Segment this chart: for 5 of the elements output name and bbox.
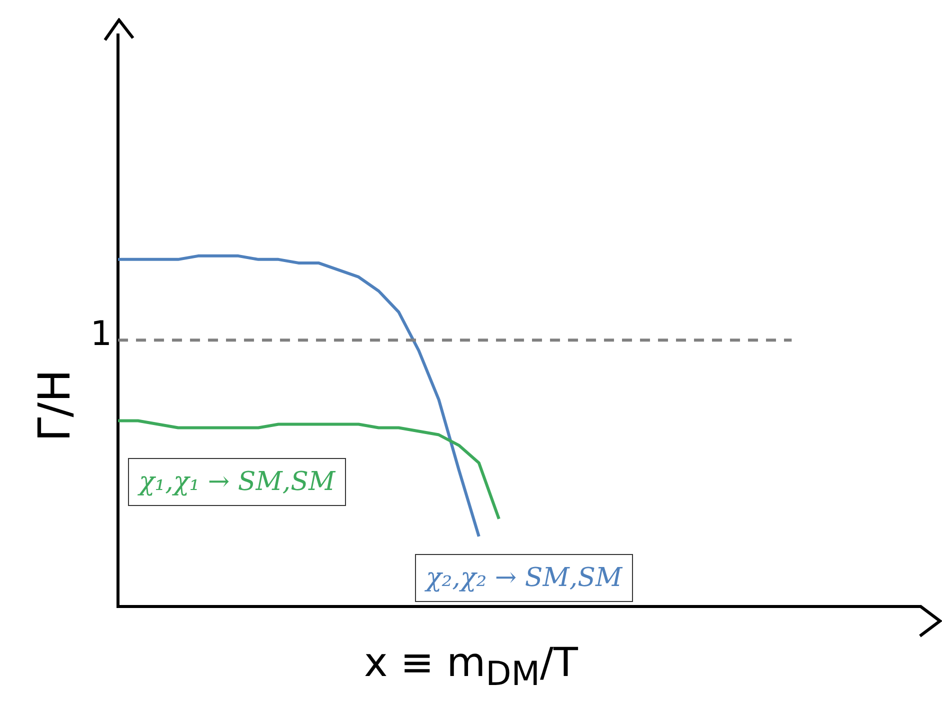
y-axis-title: Γ/H: [30, 368, 80, 444]
series-label: χ₁,χ₁ → SM,SM: [128, 458, 346, 506]
ref-line-label: 1: [90, 314, 112, 354]
x-axis-title: x ≡ m$_{DM}$/T: [363, 640, 579, 693]
text: χ₂,χ₂ → SM,SM: [415, 554, 634, 602]
